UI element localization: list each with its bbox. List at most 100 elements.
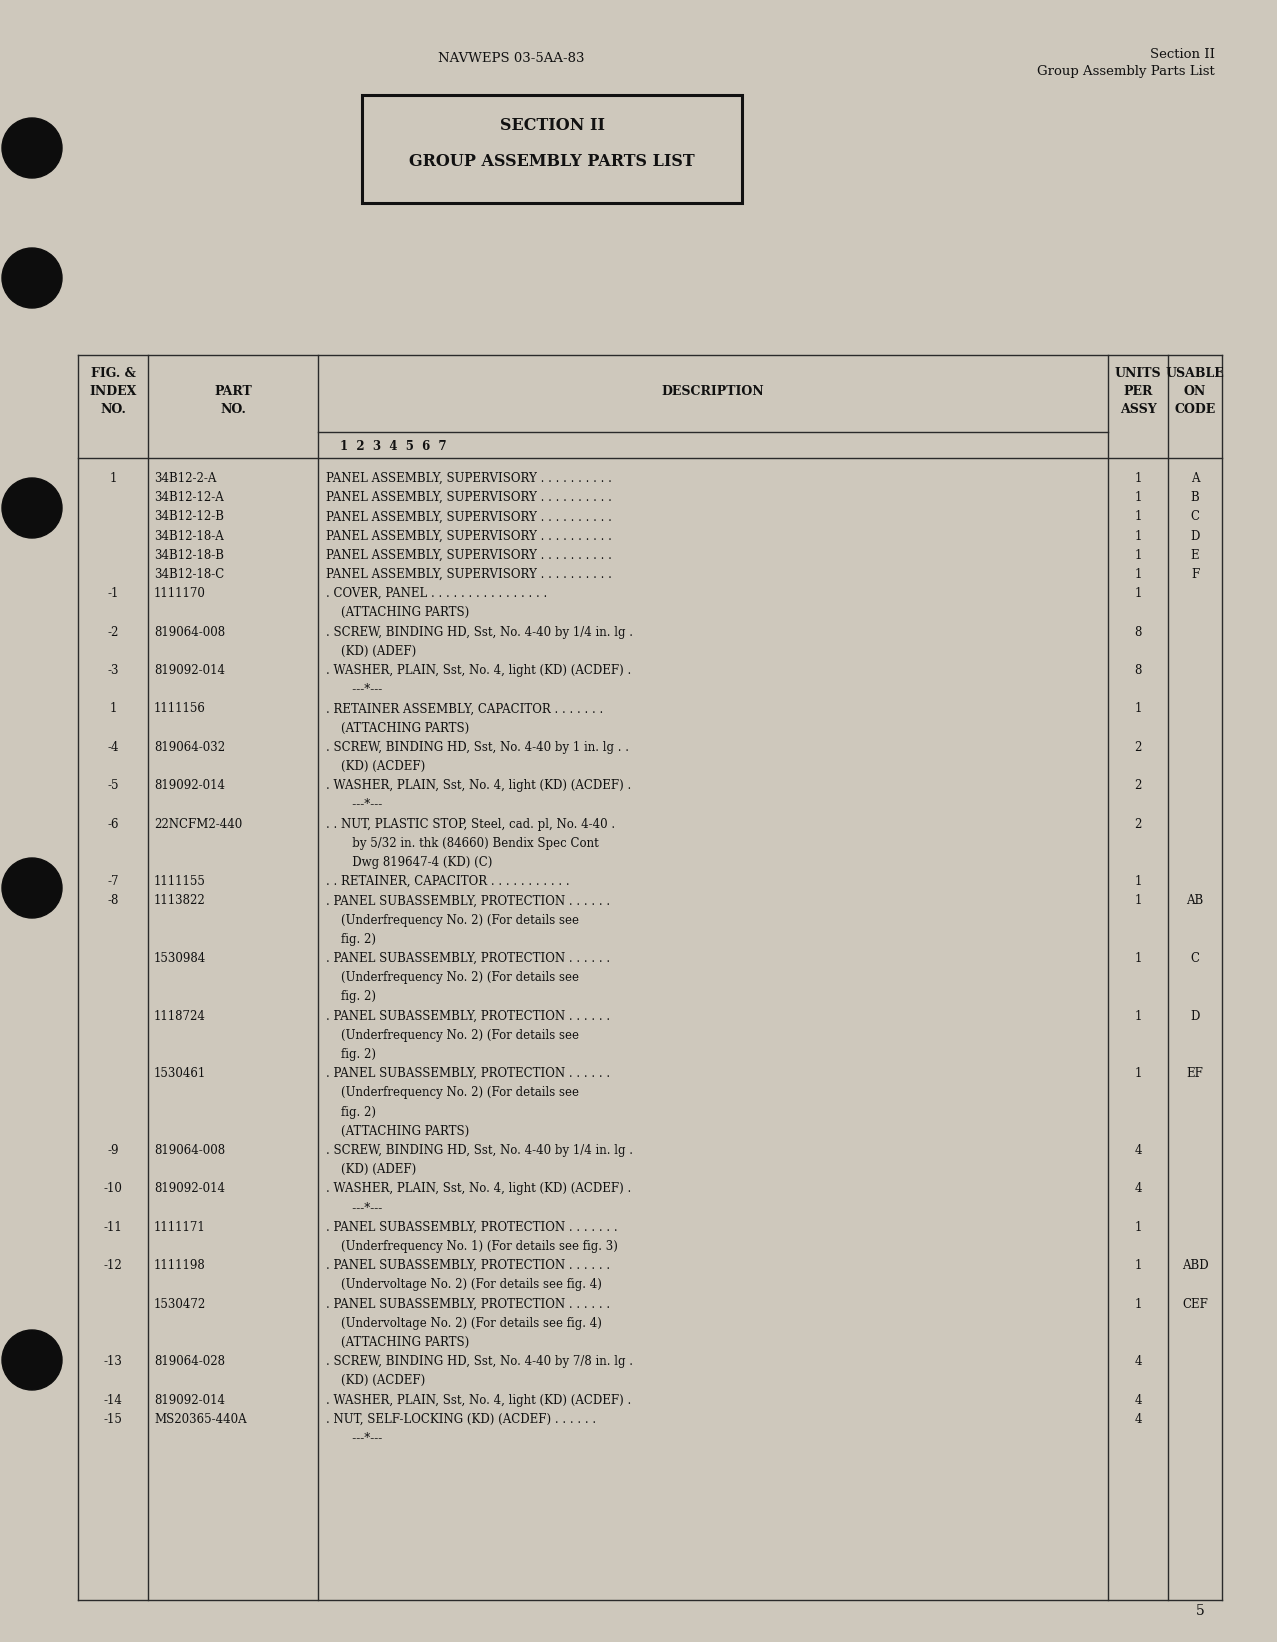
Text: 819064-008: 819064-008 [155,626,225,639]
Text: 1: 1 [110,471,116,484]
Text: (KD) (ADEF): (KD) (ADEF) [326,1163,416,1176]
Text: CODE: CODE [1175,402,1216,415]
Text: USABLE: USABLE [1166,368,1225,379]
Text: NO.: NO. [100,402,126,415]
Text: . SCREW, BINDING HD, Sst, No. 4-40 by 1 in. lg . .: . SCREW, BINDING HD, Sst, No. 4-40 by 1 … [326,741,630,754]
Text: ASSY: ASSY [1120,402,1157,415]
Text: 8: 8 [1134,626,1142,639]
Text: 1: 1 [1134,1297,1142,1310]
Text: -12: -12 [103,1259,123,1273]
Text: 1: 1 [1134,530,1142,542]
Text: F: F [1191,568,1199,581]
Text: by 5/32 in. thk (84660) Bendix Spec Cont: by 5/32 in. thk (84660) Bendix Spec Cont [326,837,599,851]
Text: 22NCFM2-440: 22NCFM2-440 [155,818,243,831]
Text: MS20365-440A: MS20365-440A [155,1412,246,1425]
Text: ---*---: ---*--- [326,683,382,696]
Text: 1: 1 [1134,491,1142,504]
Text: -13: -13 [103,1355,123,1368]
Text: GROUP ASSEMBLY PARTS LIST: GROUP ASSEMBLY PARTS LIST [409,153,695,171]
Text: (ATTACHING PARTS): (ATTACHING PARTS) [326,1125,469,1138]
Text: . PANEL SUBASSEMBLY, PROTECTION . . . . . .: . PANEL SUBASSEMBLY, PROTECTION . . . . … [326,895,610,908]
Text: UNITS: UNITS [1115,368,1161,379]
Text: (KD) (ADEF): (KD) (ADEF) [326,645,416,658]
Text: PANEL ASSEMBLY, SUPERVISORY . . . . . . . . . .: PANEL ASSEMBLY, SUPERVISORY . . . . . . … [326,491,612,504]
Circle shape [3,248,63,309]
Text: CEF: CEF [1183,1297,1208,1310]
Text: . WASHER, PLAIN, Sst, No. 4, light (KD) (ACDEF) .: . WASHER, PLAIN, Sst, No. 4, light (KD) … [326,1394,631,1407]
Text: INDEX: INDEX [89,384,137,397]
Text: ---*---: ---*--- [326,1432,382,1445]
Text: C: C [1190,511,1199,524]
Text: AB: AB [1186,895,1204,908]
Text: 819064-008: 819064-008 [155,1144,225,1158]
Text: 1: 1 [1134,703,1142,716]
Circle shape [3,1330,63,1391]
Text: Dwg 819647-4 (KD) (C): Dwg 819647-4 (KD) (C) [326,855,493,869]
Text: PANEL ASSEMBLY, SUPERVISORY . . . . . . . . . .: PANEL ASSEMBLY, SUPERVISORY . . . . . . … [326,530,612,542]
Text: . SCREW, BINDING HD, Sst, No. 4-40 by 1/4 in. lg .: . SCREW, BINDING HD, Sst, No. 4-40 by 1/… [326,626,633,639]
Text: PER: PER [1124,384,1153,397]
Text: 34B12-2-A: 34B12-2-A [155,471,216,484]
Circle shape [3,118,63,177]
Text: . RETAINER ASSEMBLY, CAPACITOR . . . . . . .: . RETAINER ASSEMBLY, CAPACITOR . . . . .… [326,703,603,716]
Text: DESCRIPTION: DESCRIPTION [661,384,765,397]
Text: E: E [1190,548,1199,562]
Text: (KD) (ACDEF): (KD) (ACDEF) [326,760,425,773]
Text: 4: 4 [1134,1412,1142,1425]
Text: 34B12-18-A: 34B12-18-A [155,530,223,542]
Text: A: A [1190,471,1199,484]
Text: 1111170: 1111170 [155,588,206,601]
Text: 819064-032: 819064-032 [155,741,225,754]
Text: 1  2  3  4  5  6  7: 1 2 3 4 5 6 7 [340,440,447,453]
Text: SECTION II: SECTION II [499,117,604,135]
Text: -11: -11 [103,1220,123,1233]
Text: . WASHER, PLAIN, Sst, No. 4, light (KD) (ACDEF) .: . WASHER, PLAIN, Sst, No. 4, light (KD) … [326,663,631,677]
Text: . PANEL SUBASSEMBLY, PROTECTION . . . . . .: . PANEL SUBASSEMBLY, PROTECTION . . . . … [326,1259,610,1273]
Circle shape [3,478,63,539]
Text: NAVWEPS 03-5AA-83: NAVWEPS 03-5AA-83 [438,53,584,66]
Text: (Underfrequency No. 2) (For details see: (Underfrequency No. 2) (For details see [326,913,578,926]
Text: fig. 2): fig. 2) [326,1105,375,1118]
Text: -3: -3 [107,663,119,677]
Text: -5: -5 [107,780,119,791]
Text: ABD: ABD [1181,1259,1208,1273]
Text: . . NUT, PLASTIC STOP, Steel, cad. pl, No. 4-40 .: . . NUT, PLASTIC STOP, Steel, cad. pl, N… [326,818,616,831]
Text: 4: 4 [1134,1182,1142,1195]
Text: . WASHER, PLAIN, Sst, No. 4, light (KD) (ACDEF) .: . WASHER, PLAIN, Sst, No. 4, light (KD) … [326,1182,631,1195]
Text: 819064-028: 819064-028 [155,1355,225,1368]
Text: . PANEL SUBASSEMBLY, PROTECTION . . . . . .: . PANEL SUBASSEMBLY, PROTECTION . . . . … [326,952,610,965]
Text: EF: EF [1186,1067,1203,1080]
Text: -6: -6 [107,818,119,831]
Text: 819092-014: 819092-014 [155,780,225,791]
Text: (ATTACHING PARTS): (ATTACHING PARTS) [326,721,469,734]
Text: 819092-014: 819092-014 [155,1394,225,1407]
Text: (Underfrequency No. 2) (For details see: (Underfrequency No. 2) (For details see [326,970,578,984]
Text: 2: 2 [1134,818,1142,831]
Text: 34B12-18-C: 34B12-18-C [155,568,225,581]
Text: -14: -14 [103,1394,123,1407]
Text: (Underfrequency No. 1) (For details see fig. 3): (Underfrequency No. 1) (For details see … [326,1240,618,1253]
Text: 34B12-12-B: 34B12-12-B [155,511,223,524]
Text: NO.: NO. [220,402,246,415]
Text: PANEL ASSEMBLY, SUPERVISORY . . . . . . . . . .: PANEL ASSEMBLY, SUPERVISORY . . . . . . … [326,568,612,581]
Text: 34B12-18-B: 34B12-18-B [155,548,223,562]
Text: 819092-014: 819092-014 [155,1182,225,1195]
Text: 34B12-12-A: 34B12-12-A [155,491,223,504]
Text: fig. 2): fig. 2) [326,933,375,946]
Text: 1: 1 [1134,1010,1142,1023]
Text: 1113822: 1113822 [155,895,206,908]
Text: fig. 2): fig. 2) [326,990,375,1003]
Text: . NUT, SELF-LOCKING (KD) (ACDEF) . . . . . .: . NUT, SELF-LOCKING (KD) (ACDEF) . . . .… [326,1412,596,1425]
Circle shape [3,859,63,918]
Text: Group Assembly Parts List: Group Assembly Parts List [1037,66,1214,79]
Text: -1: -1 [107,588,119,601]
Text: D: D [1190,530,1199,542]
Text: -2: -2 [107,626,119,639]
Text: 1530472: 1530472 [155,1297,207,1310]
Text: 1111156: 1111156 [155,703,206,716]
Text: -10: -10 [103,1182,123,1195]
Text: Section II: Section II [1151,48,1214,61]
Text: 819092-014: 819092-014 [155,663,225,677]
Text: . COVER, PANEL . . . . . . . . . . . . . . . .: . COVER, PANEL . . . . . . . . . . . . .… [326,588,548,601]
Text: -9: -9 [107,1144,119,1158]
